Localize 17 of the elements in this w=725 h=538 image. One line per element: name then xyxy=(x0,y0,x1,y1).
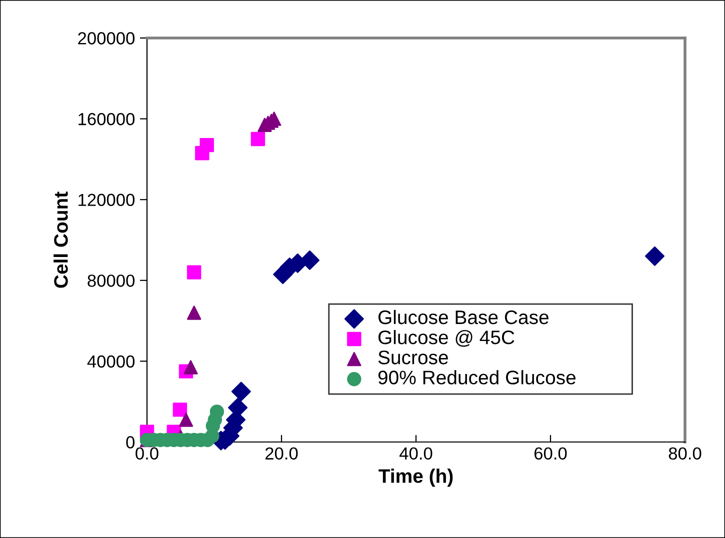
y-tick-label: 80000 xyxy=(88,274,135,287)
x-tick-label: 80.0 xyxy=(668,447,702,460)
x-tick-label: 40.0 xyxy=(400,447,432,460)
y-tick-label: 200000 xyxy=(78,32,135,44)
x-tick-label: 0.0 xyxy=(136,447,158,460)
y-tick-label: 0 xyxy=(126,436,135,448)
legend-label: Glucose Base Case xyxy=(378,310,548,324)
y-axis-title: Cell Count xyxy=(54,192,68,288)
y-tick-label: 120000 xyxy=(78,194,135,206)
legend-label: Glucose @ 45C xyxy=(378,330,514,347)
y-tick-label: 40000 xyxy=(87,355,135,368)
y-tick-label: 160000 xyxy=(78,112,135,126)
legend-label: 90% Reduced Glucose xyxy=(378,370,576,384)
legend-label: Sucrose xyxy=(378,350,448,364)
x-tick-label: 60.0 xyxy=(534,447,567,460)
x-tick-label: 20.0 xyxy=(265,447,298,460)
x-axis-title: Time (h) xyxy=(378,468,453,487)
